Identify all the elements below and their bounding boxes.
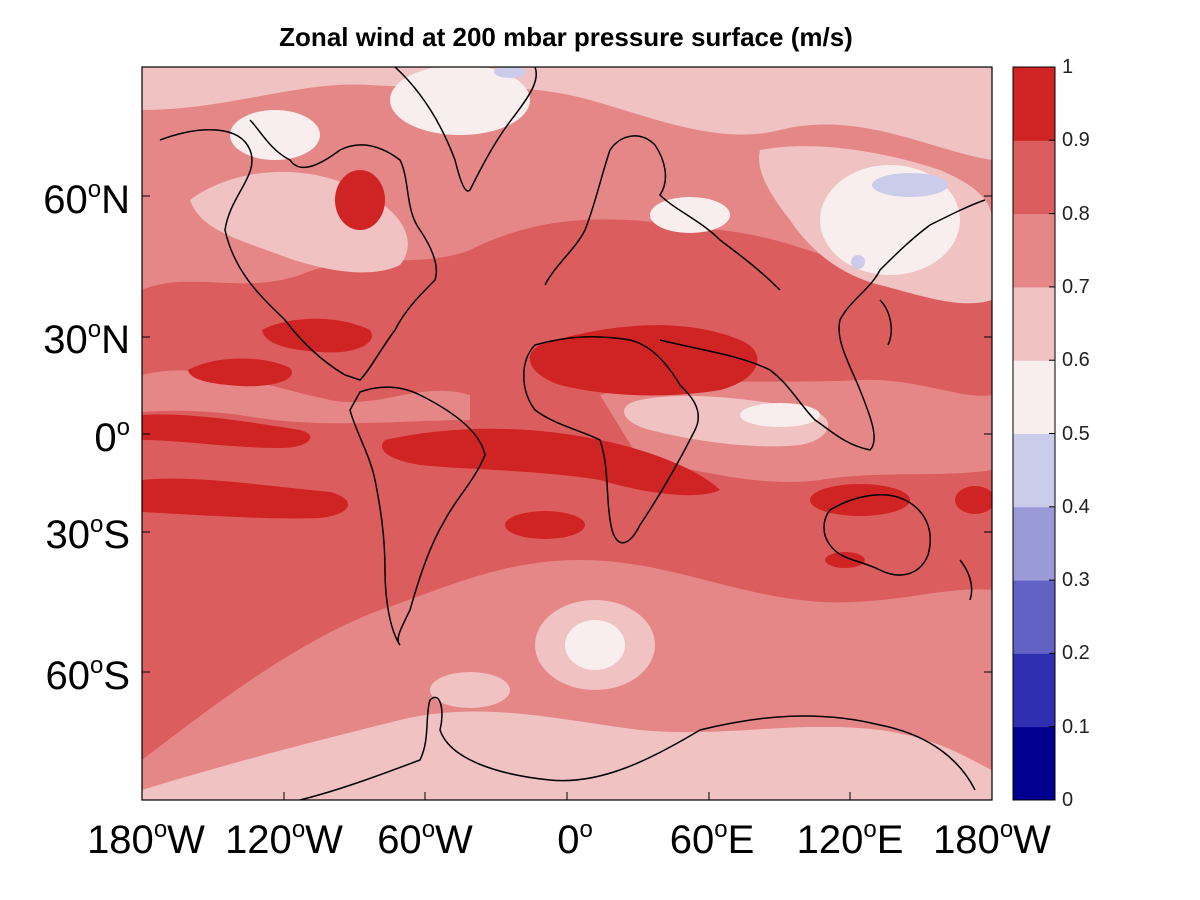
coast-antarctica [299,696,976,800]
colorbar-swatch [1013,67,1055,141]
colorbar-tick-label: 0.2 [1062,642,1090,665]
contour-band-arctic [142,67,992,160]
map-title: Zonal wind at 200 mbar pressure surface … [279,22,853,52]
colorbar-swatch [1013,433,1055,508]
colorbar-swatch [1013,726,1055,801]
contour-jet-north-africa [529,325,758,396]
lon-label-120w: 120oW [225,816,343,862]
coast-australia [823,494,931,576]
contour-patch-maritime [740,403,820,427]
lon-label-60e: 60oE [669,816,755,862]
lon-label-0: 0o [557,816,593,862]
wind-contours [142,67,992,800]
colorbar-tick-label: 0.3 [1062,569,1090,592]
colorbar-tick-label: 0.7 [1062,275,1090,298]
contour-jet-south-pacific [142,478,349,519]
coast-south-america [349,386,486,646]
coast-nz [959,559,973,601]
contour-jet-east [955,486,992,514]
colorbar-tick-label: 0.9 [1062,129,1090,152]
contour-jet-greenland-sea [335,170,385,230]
coast-greenland [394,67,537,192]
colorbar-tick-label: 1 [1062,56,1074,78]
lat-label-60s: 60oS [45,652,130,698]
lon-label-180w-right: 180oW [933,816,1051,862]
colorbar [1012,66,1056,801]
contour-jet-south-atl [505,511,585,539]
contour-patch-china-low [851,255,865,269]
coast-japan [879,299,892,346]
colorbar-tick-label: 0.5 [1062,422,1090,445]
contour-patch-drake [430,672,510,708]
colorbar-swatch [1013,140,1055,215]
colorbar-tick-label: 0.1 [1062,715,1090,738]
contour-patch-scandinavia [650,197,730,233]
coast-europe [544,135,781,291]
contour-jet-equator-atl [381,428,720,496]
contour-patch-siberia-low [872,173,948,197]
coast-africa [523,335,700,544]
lat-label-30n: 30oN [43,316,130,362]
contour-patch-hudson [230,110,320,160]
contour-patch-greenland [390,67,530,135]
axis-ticks [142,195,992,800]
colorbar-swatch [1013,653,1055,728]
colorbar-swatch [1013,286,1055,361]
colorbar-swatch [1013,580,1055,654]
colorbar-tick-label: 0 [1062,789,1074,811]
contour-jet-australia-s [825,552,865,568]
lon-label-180w: 180oW [87,816,205,862]
colorbar-tick-label: 0.6 [1062,349,1090,372]
colorbar-swatch [1013,360,1055,434]
colorbar-tick-label: 0.8 [1062,202,1090,225]
lat-label-0: 0o [94,414,130,460]
contour-band-antarctic [142,711,992,800]
lon-label-60w: 60oW [377,816,473,862]
coast-north-america [159,119,437,381]
contour-patch-greenland-low [494,67,526,78]
colorbar-swatch [1013,213,1055,288]
lat-label-30s: 30oS [45,511,130,557]
contour-jet-pacific [188,358,292,387]
contour-jet-mexico [262,318,372,353]
contour-jet-equator-w [142,414,311,448]
colorbar-swatch [1013,506,1055,581]
coastlines [159,67,986,800]
colorbar-tick-label: 0.4 [1062,495,1090,518]
lat-label-60n: 60oN [43,176,130,222]
coast-asia [659,199,986,451]
contour-patch-atlantic-min [565,620,625,670]
contour-jet-australia [810,484,910,516]
lon-label-120e: 120oE [796,816,904,862]
